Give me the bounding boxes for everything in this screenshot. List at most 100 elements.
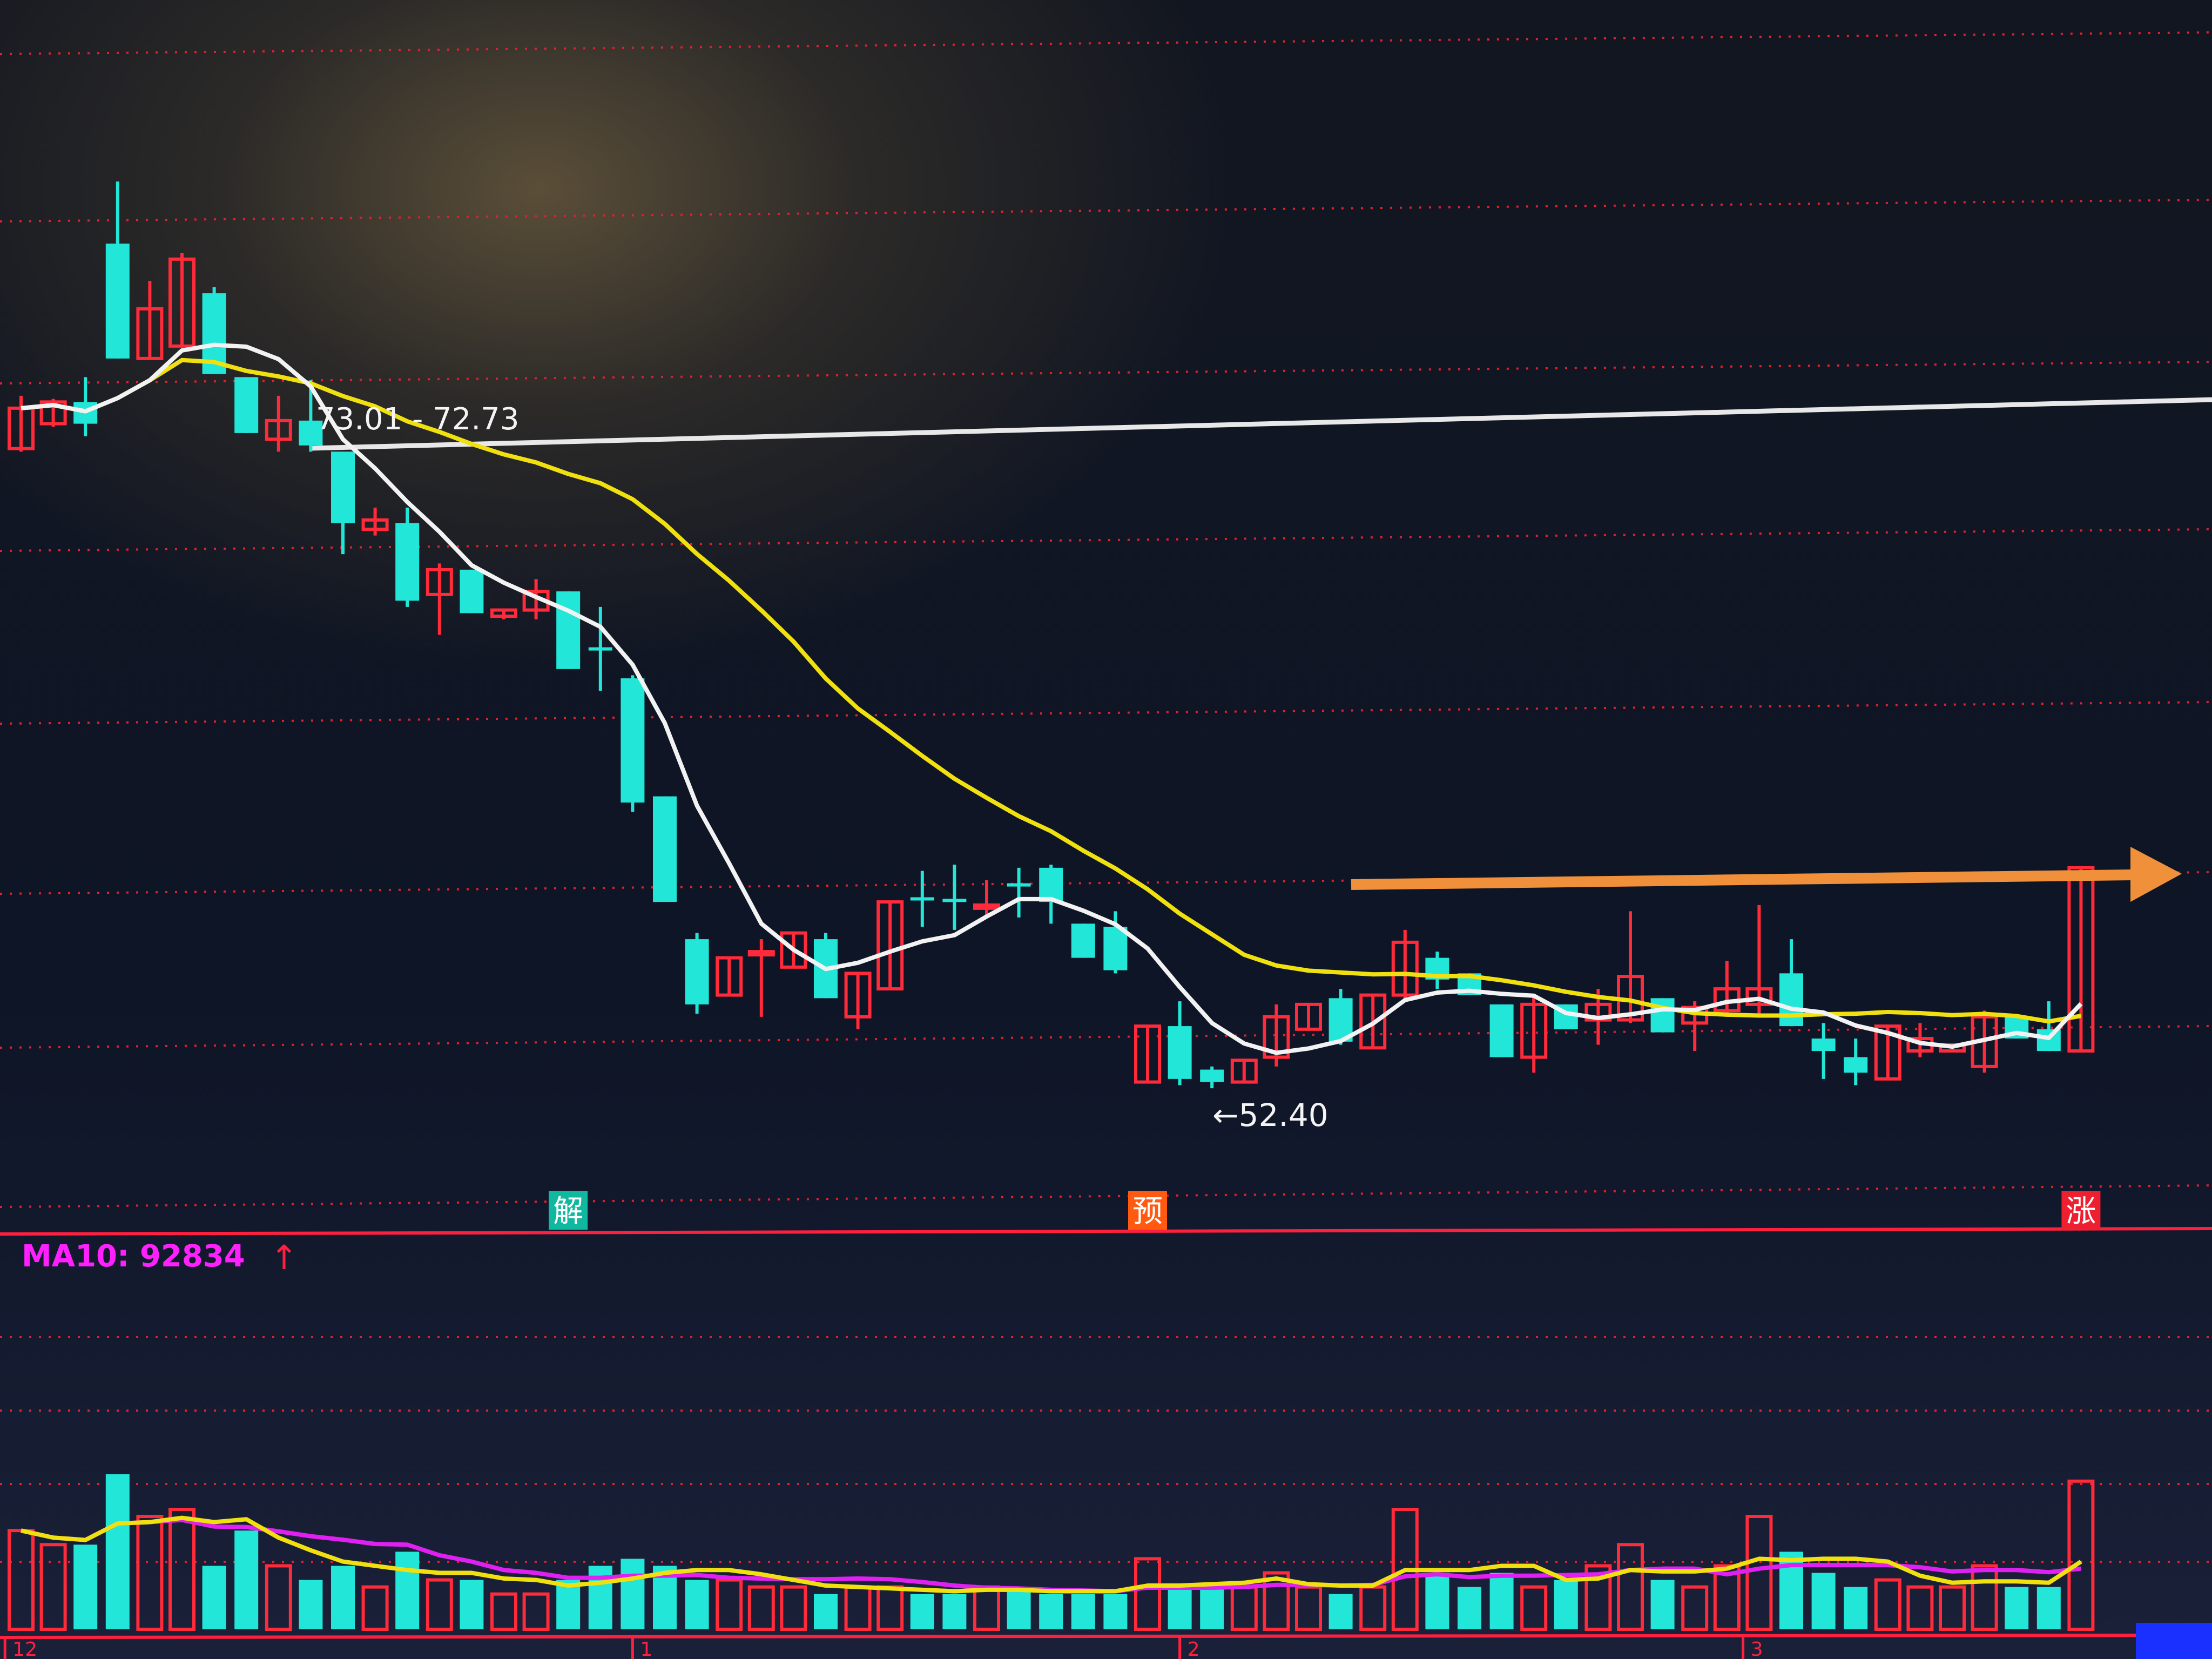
candle-body-down	[942, 899, 967, 902]
moving-average-lines	[21, 342, 2083, 1055]
candle-body-down	[105, 244, 130, 359]
candle-body-down	[653, 796, 677, 902]
volume-bar-up	[39, 1543, 67, 1631]
candle-body-up	[490, 608, 517, 618]
trend-arrow	[1351, 847, 2182, 902]
candle-body-up	[426, 568, 453, 596]
x-tick-label: 1	[640, 1638, 652, 1659]
volume-bar-down	[460, 1580, 484, 1629]
candle-body-up	[1874, 1024, 1901, 1081]
candle-body-down	[1168, 1026, 1192, 1079]
volume-bar-down	[1200, 1587, 1224, 1629]
candle-body-down	[234, 377, 259, 433]
candle-body-down	[1489, 1004, 1514, 1057]
candle-body-up	[876, 900, 904, 991]
volume-bar-up	[1745, 1515, 1773, 1631]
x-axis-ticks: 12 1 2 3	[3, 1636, 1763, 1659]
candle-body-up	[844, 972, 872, 1019]
volume-bar-down	[2036, 1587, 2061, 1629]
volume-bar-up	[747, 1585, 775, 1631]
volume-bar-up	[1584, 1564, 1612, 1631]
panel-separator	[0, 1227, 2212, 1236]
volume-bar-down	[202, 1566, 226, 1629]
x-tick-label: 2	[1188, 1638, 1200, 1659]
candle-body-down	[1103, 927, 1128, 970]
volume-bar-down	[1168, 1587, 1192, 1629]
candle-body-down	[331, 451, 355, 523]
volume-bar-down	[395, 1552, 420, 1629]
volume-bar-up	[1230, 1585, 1258, 1631]
candle-body-up	[1295, 1002, 1322, 1031]
candle-body-up	[39, 400, 67, 426]
candle-body-down	[621, 678, 645, 803]
candle-body-up	[1745, 987, 1773, 1006]
volume-bar-down	[1071, 1594, 1095, 1629]
volume-bar-down	[1554, 1580, 1578, 1629]
volume-bar-down	[556, 1580, 581, 1629]
candle-body-up	[265, 419, 292, 441]
volume-legend-arrow: ↑	[270, 1238, 298, 1277]
low-price-label: ←52.40	[1212, 1097, 1328, 1134]
candle-body-down	[1071, 923, 1095, 958]
candle-body-up	[1263, 1015, 1290, 1059]
marker-badge	[549, 1191, 588, 1230]
volume-bar-up	[2067, 1479, 2095, 1631]
ma-short-line	[21, 342, 2083, 1055]
volume-bar-up	[522, 1592, 550, 1631]
price-gridline	[0, 31, 2212, 55]
volume-bar-down	[1039, 1594, 1063, 1629]
volume-bar-down	[685, 1580, 709, 1629]
candle-body-down	[299, 420, 323, 446]
volume-bar-up	[426, 1578, 453, 1631]
volume-bar-up	[1713, 1564, 1741, 1631]
candle-body-down	[1844, 1057, 1868, 1073]
candle-body-up	[168, 257, 195, 348]
volume-bar-up	[876, 1585, 904, 1631]
candle-body-down	[588, 647, 612, 651]
volume-ma-lines	[21, 1515, 2082, 1594]
marker-badge	[2061, 1191, 2101, 1230]
candle-body-down	[1007, 883, 1031, 887]
candle-body-up	[2067, 866, 2095, 1053]
trend-arrow-shaft	[1351, 869, 2134, 890]
candle-body-down	[2036, 1029, 2061, 1051]
volume-bar-down	[331, 1566, 355, 1629]
volume-bar-up	[1874, 1578, 1901, 1631]
candle-body-up	[361, 518, 389, 531]
volume-bar-up	[1295, 1585, 1322, 1631]
price-gridline	[0, 1184, 2212, 1208]
volume-ma10-legend: MA10: 92834	[22, 1239, 245, 1274]
marker-label: 解	[553, 1194, 583, 1229]
event-markers: 解预涨	[549, 1191, 2101, 1230]
volume-bar-up	[780, 1585, 807, 1631]
range-level-line	[310, 397, 2212, 451]
volume-bar-up	[1971, 1564, 1998, 1631]
volume-bar-down	[1328, 1594, 1353, 1629]
volume-bar-up	[716, 1578, 743, 1631]
volume-bar-up	[1520, 1585, 1548, 1631]
volume-bar-up	[1263, 1571, 1290, 1631]
volume-bar-down	[105, 1474, 130, 1629]
volume-bar-up	[1906, 1585, 1934, 1631]
x-axis-line	[0, 1634, 2212, 1639]
volume-grid-lines	[0, 1336, 2212, 1563]
volume-bar-up	[1681, 1585, 1709, 1631]
candle-body-up	[136, 307, 164, 360]
candle-body-up	[1520, 1002, 1548, 1059]
candle-body-up	[1134, 1024, 1161, 1084]
candle-body-down	[1811, 1038, 1836, 1051]
candle-body-down	[1650, 998, 1675, 1033]
volume-ma5-line	[21, 1515, 2082, 1594]
ma-long-line	[21, 358, 2082, 1024]
volume-bar-up	[490, 1592, 517, 1631]
price-gridline	[0, 528, 2212, 552]
candle-body-down	[1200, 1069, 1224, 1082]
range-level-line	[310, 397, 2212, 451]
x-tick-label: 12	[12, 1638, 37, 1659]
range-label: 73.01 - 72.73	[316, 402, 519, 437]
candle-body-up	[1391, 940, 1419, 997]
price-gridline	[0, 701, 2212, 725]
volume-bar-up	[136, 1515, 164, 1631]
volume-bar-down	[814, 1594, 838, 1629]
